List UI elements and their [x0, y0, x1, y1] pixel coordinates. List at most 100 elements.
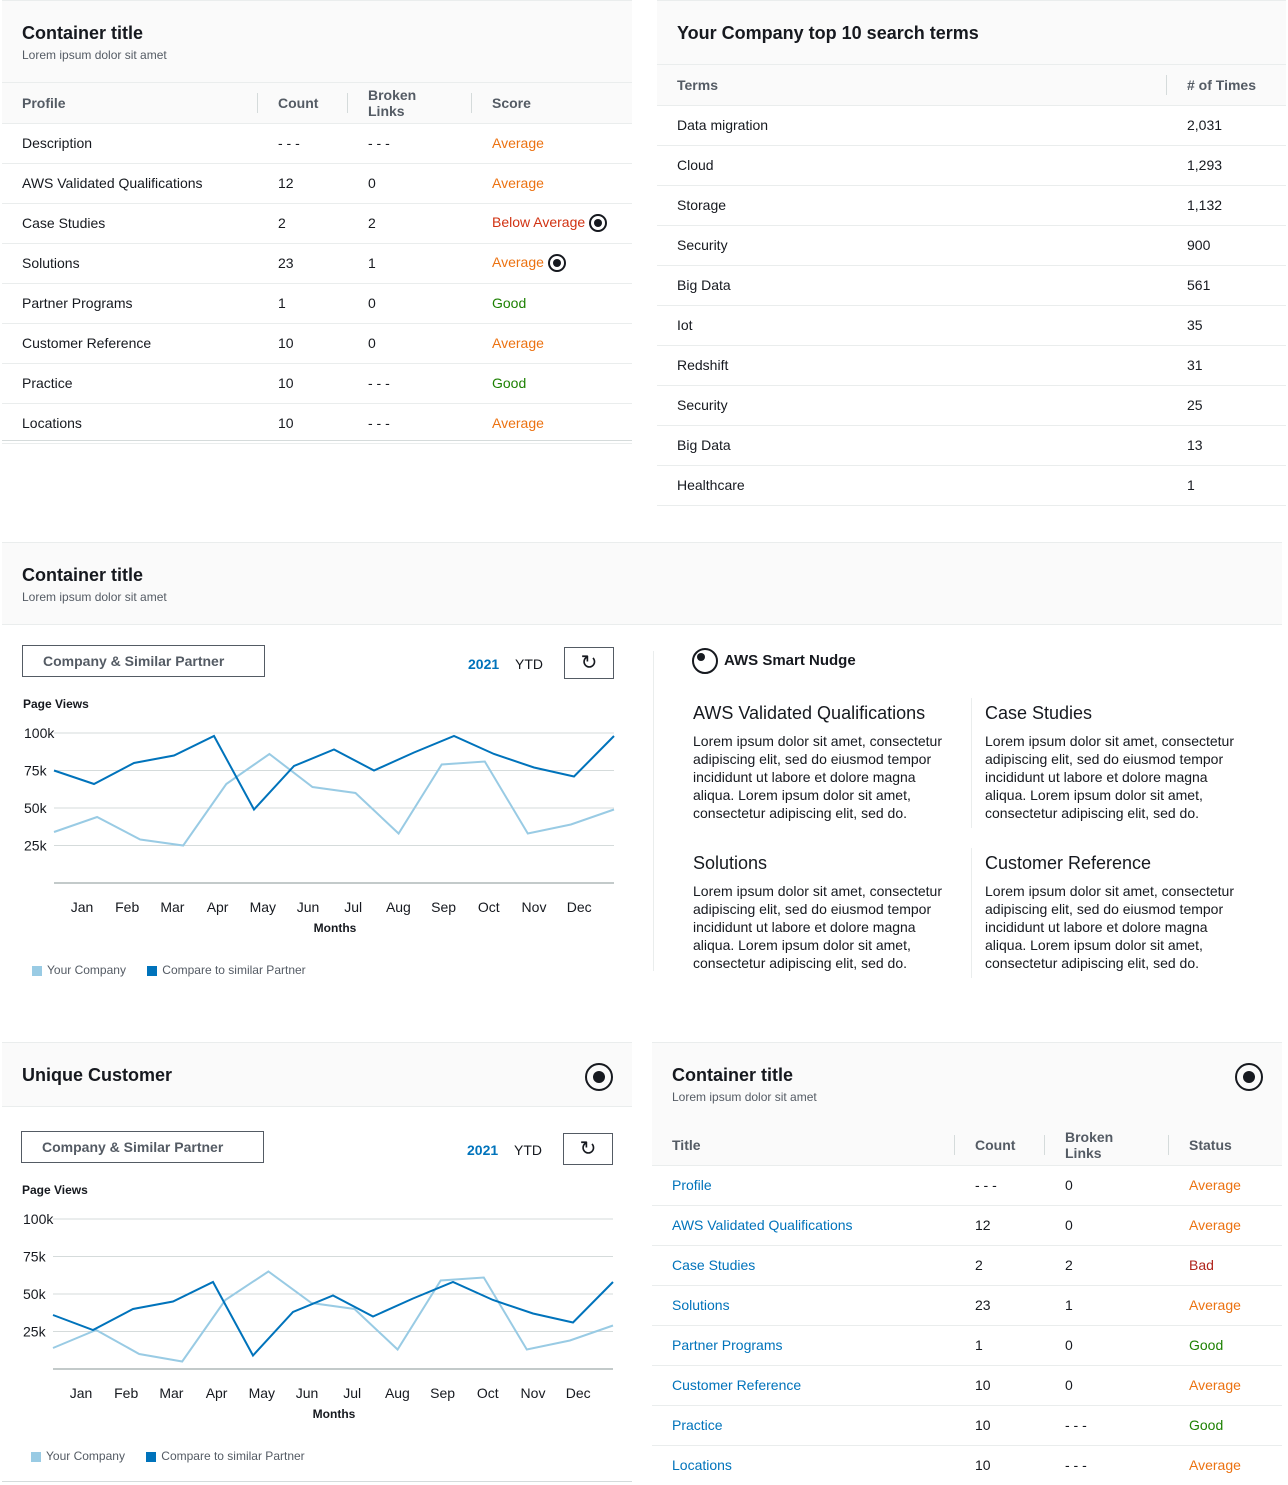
page-views-line-chart: 25k 50k 75k 100k Jan Feb Mar Apr May Jun Jul Aug Sep… [24, 725, 615, 935]
score-label: Good [492, 295, 527, 311]
legend-item-your-company[interactable]: Your Company [31, 1449, 125, 1463]
column-header[interactable]: Status [1169, 1125, 1282, 1166]
row-broken-links: 0 [1045, 1165, 1169, 1206]
y-tick-label: 25k [24, 838, 48, 854]
ytd-filter[interactable]: YTD [515, 656, 543, 672]
row-count: 10 [955, 1445, 1045, 1485]
refresh-button[interactable]: ↻ [564, 647, 614, 679]
search-term: Big Data [657, 265, 1167, 306]
row-label: Solutions [2, 243, 258, 284]
divider [653, 651, 654, 971]
column-header[interactable]: # of Times [1167, 65, 1286, 106]
row-title-link[interactable]: Practice [672, 1417, 723, 1433]
status-label: Average [1189, 1177, 1241, 1193]
year-filter-2021[interactable]: 2021 [468, 656, 500, 672]
column-header[interactable]: Terms [657, 65, 1167, 106]
column-header[interactable]: Broken Links [348, 83, 472, 124]
row-title-link[interactable]: Profile [672, 1177, 712, 1193]
status-label: Average [1189, 1297, 1241, 1313]
row-score-cell: Average [472, 123, 632, 164]
nudge-card-body: Lorem ipsum dolor sit amet, consectetur … [693, 733, 942, 821]
row-title-link[interactable]: Locations [672, 1457, 732, 1473]
score-label: Average [492, 415, 544, 431]
nudge-card-title: Solutions [693, 853, 768, 873]
row-link-cell: Partner Programs [652, 1325, 955, 1366]
nudge-card-solutions: Solutions Lorem ipsum dolor sit amet, co… [693, 853, 955, 972]
search-terms-panel: Your Company top 10 search terms Terms # … [657, 0, 1286, 506]
search-count: 561 [1167, 265, 1286, 306]
row-link-cell: Profile [652, 1165, 955, 1206]
y-tick-label: 100k [23, 1211, 54, 1227]
table-row: Big Data 561 [657, 265, 1286, 306]
table-row: AWS Validated Qualifications 12 0 Average [652, 1205, 1282, 1246]
row-count: 23 [258, 243, 348, 284]
search-count: 1,132 [1167, 185, 1286, 226]
row-title-link[interactable]: Customer Reference [672, 1377, 802, 1393]
row-score-cell: Good [472, 363, 632, 404]
row-title-link[interactable]: AWS Validated Qualifications [672, 1217, 853, 1233]
row-status-cell: Average [1169, 1365, 1282, 1406]
column-header[interactable]: Broken Links [1045, 1125, 1169, 1166]
year-filter-2021[interactable]: 2021 [467, 1142, 499, 1158]
nudge-card-body: Lorem ipsum dolor sit amet, consectetur … [985, 883, 1234, 971]
x-tick-label: Dec [567, 899, 592, 915]
legend-item-your-company[interactable]: Your Company [32, 963, 126, 977]
row-broken-links: 0 [348, 323, 472, 364]
row-count: 1 [955, 1325, 1045, 1366]
column-header[interactable]: Profile [2, 83, 258, 124]
nudge-icon[interactable] [1235, 1063, 1263, 1091]
nudge-card-title: Case Studies [985, 703, 1093, 723]
row-count: 10 [258, 403, 348, 444]
search-count: 1,293 [1167, 145, 1286, 186]
column-header[interactable]: Title [652, 1125, 955, 1166]
x-tick-label: Oct [478, 899, 500, 915]
row-broken-links: - - - [348, 403, 472, 444]
row-title-link[interactable]: Solutions [672, 1297, 730, 1313]
refresh-button[interactable]: ↻ [563, 1133, 613, 1165]
row-score-cell: Average [472, 163, 632, 204]
column-header[interactable]: Count [258, 83, 348, 124]
table-row: Security 25 [657, 385, 1286, 426]
nudge-icon[interactable] [589, 214, 608, 233]
x-tick-label: Feb [114, 1385, 138, 1401]
column-header[interactable]: Score [472, 83, 632, 124]
row-score-cell: Average [472, 323, 632, 364]
row-score-cell: Below Average [472, 203, 632, 244]
legend-item-similar-partner[interactable]: Compare to similar Partner [146, 1449, 305, 1463]
table-row: Locations 10- - - Average [652, 1445, 1282, 1485]
panel-header: Container title Lorem ipsum dolor sit am… [652, 1043, 1282, 1125]
nudge-icon[interactable] [585, 1063, 613, 1091]
partner-compare-dropdown[interactable]: Company & Similar Partner [22, 645, 265, 677]
chart-legend: Your Company Compare to similar Partner [32, 963, 306, 977]
nudge-card-customer-reference: Customer Reference Lorem ipsum dolor sit… [985, 853, 1247, 972]
table-row: Healthcare 1 [657, 465, 1286, 506]
row-link-cell: Practice [652, 1405, 955, 1446]
ytd-filter[interactable]: YTD [514, 1142, 542, 1158]
similar-partner-line [52, 1280, 614, 1358]
x-tick-label: Jul [344, 899, 362, 915]
partner-compare-dropdown[interactable]: Company & Similar Partner [21, 1131, 264, 1163]
table-row: AWS Validated Qualifications 12 0 Average [2, 163, 632, 204]
row-link-cell: Solutions [652, 1285, 955, 1326]
x-tick-label: Mar [160, 899, 184, 915]
legend-item-similar-partner[interactable]: Compare to similar Partner [147, 963, 306, 977]
column-header[interactable]: Count [955, 1125, 1045, 1166]
row-score-cell: Good [472, 283, 632, 324]
panel-subtitle: Lorem ipsum dolor sit amet [672, 1090, 817, 1104]
search-count: 1 [1167, 465, 1286, 506]
x-tick-label: Jan [70, 1385, 93, 1401]
row-count: 2 [955, 1245, 1045, 1286]
row-title-link[interactable]: Partner Programs [672, 1337, 783, 1353]
nudge-card-aws-qualifications: AWS Validated Qualifications Lorem ipsum… [693, 703, 955, 822]
row-title-link[interactable]: Case Studies [672, 1257, 756, 1273]
table-row: Partner Programs 1 0 Good [652, 1325, 1282, 1366]
row-label: Locations [2, 403, 258, 444]
search-term: Storage [657, 185, 1167, 226]
table-row: Data migration 2,031 [657, 105, 1286, 146]
table-row: Iot 35 [657, 305, 1286, 346]
table-row: Case Studies 2 2 Below Average [2, 203, 632, 244]
table-row: Big Data 13 [657, 425, 1286, 466]
x-tick-label: May [249, 1385, 275, 1401]
nudge-icon[interactable] [547, 254, 566, 273]
row-count: 1 [258, 283, 348, 324]
